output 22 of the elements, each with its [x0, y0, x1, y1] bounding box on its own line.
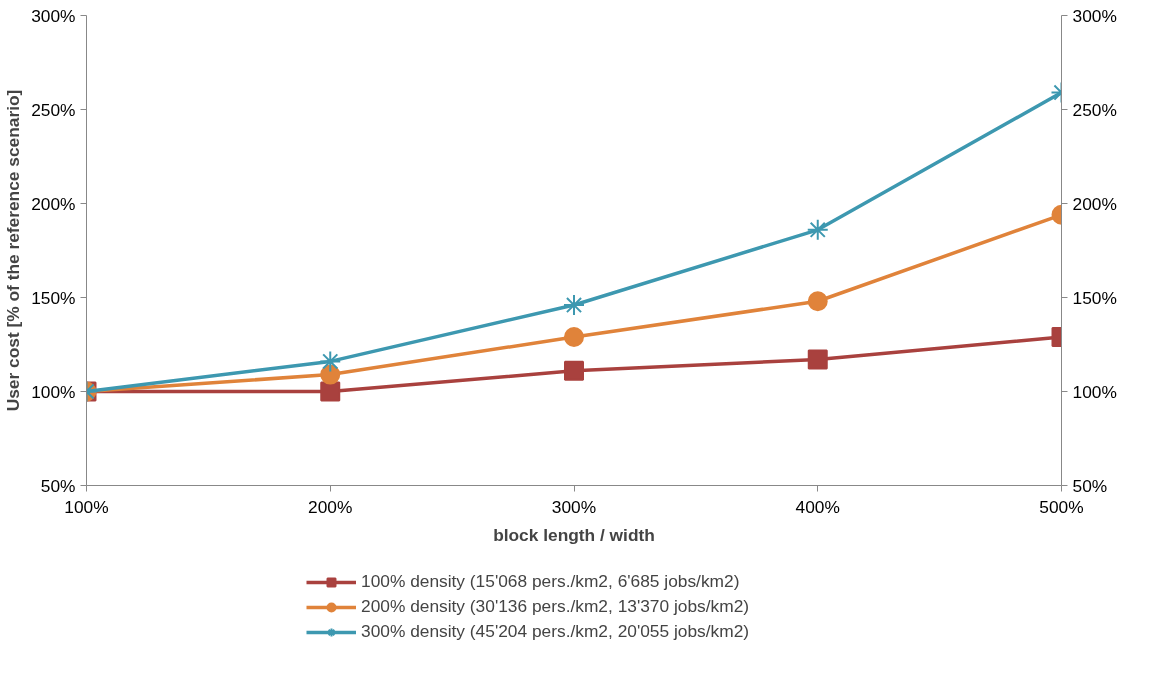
x-axis-title: block length / width [493, 524, 655, 545]
legend-label: 200% density (30'136 pers./km2, 13'370 jobs/km2) [361, 596, 750, 617]
y2-tick-label: 150% [1072, 287, 1117, 308]
y2-tick-label: 300% [1072, 5, 1117, 26]
y-tick-label: 150% [31, 287, 76, 308]
legend-label: 100% density (15'068 pers./km2, 6'685 jobs/km2) [361, 571, 740, 592]
y-tick-label: 50% [40, 475, 76, 496]
y-tick-label: 250% [31, 99, 76, 120]
y2-tick-label: 100% [1072, 381, 1117, 402]
x-tick-label: 400% [795, 496, 840, 517]
x-tick-label: 200% [308, 496, 353, 517]
y-tick-label: 200% [31, 193, 76, 214]
x-tick-label: 300% [551, 496, 597, 517]
y2-tick-label: 250% [1072, 99, 1117, 120]
y-tick-label: 100% [31, 381, 76, 402]
y-axis-title: User cost [% of the reference scenario] [3, 89, 24, 412]
y2-tick-label: 50% [1072, 475, 1108, 496]
y2-tick-label: 200% [1072, 193, 1117, 214]
y-tick-label: 300% [31, 5, 76, 26]
x-tick-label: 500% [1039, 496, 1084, 517]
x-tick-label: 100% [64, 496, 109, 517]
legend-label: 300% density (45'204 pers./km2, 20'055 jobs/km2) [361, 621, 750, 642]
